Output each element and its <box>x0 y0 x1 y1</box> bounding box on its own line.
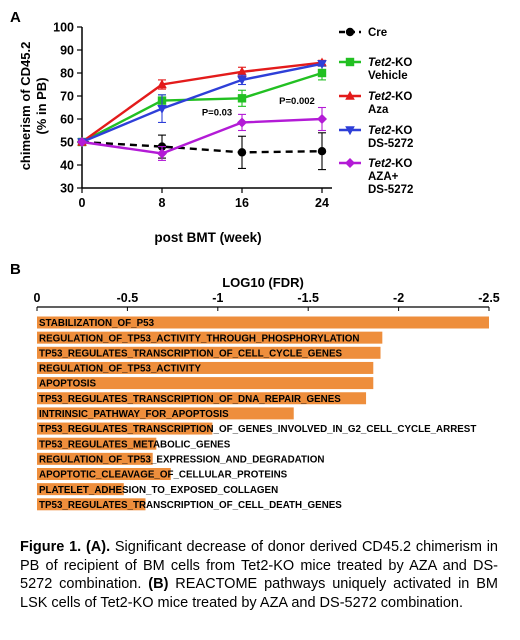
series-group <box>77 106 327 161</box>
bar-label: REGULATION_OF_TP53_EXPRESSION_AND_DEGRAD… <box>39 454 324 465</box>
y-tick-label: 50 <box>60 136 74 150</box>
data-point <box>237 66 247 76</box>
bar-label: PLATELET_ADHESION_TO_EXPOSED_COLLAGEN <box>39 485 278 496</box>
bar-label: TP53_REGULATES_TRANSCRIPTION_OF_CELL_CYC… <box>39 348 342 359</box>
bar <box>37 361 374 374</box>
panel-a-line-chart: A 30 40 50 60 70 80 90 100 0 8 16 24 post BMT (week)… <box>10 9 413 245</box>
legend-label: Vehicle <box>368 70 408 82</box>
legend-label: Aza <box>368 104 389 116</box>
bar <box>37 316 489 329</box>
data-point <box>237 117 247 128</box>
x-tick-label: 8 <box>159 196 166 210</box>
data-point <box>157 148 167 159</box>
x-tick-label: 24 <box>315 196 329 210</box>
x-tick-label: 16 <box>235 196 249 210</box>
x-tick-label: -1 <box>212 291 223 305</box>
series-line <box>81 61 323 143</box>
bar-label: TP53_REGULATES_TRANSCRIPTION_OF_CELL_DEA… <box>39 500 342 511</box>
data-point <box>157 104 167 114</box>
y-tick-label: 60 <box>60 113 74 127</box>
bar <box>37 452 153 465</box>
data-point <box>317 60 327 69</box>
bar-label: APOPTOTIC_CLEAVAGE_OF_CELLULAR_PROTEINS <box>39 470 288 481</box>
series-line <box>81 140 323 154</box>
figure-caption: Figure 1. (A). Significant decrease of d… <box>20 538 498 612</box>
bar-label: TP53_REGULATES_METABOLIC_GENES <box>39 439 231 450</box>
legend-marker <box>345 57 355 67</box>
y-axis-title-line1: chimerism of CD45.2 <box>18 42 33 171</box>
caption-panel-a-ref: (A). <box>85 539 111 555</box>
y-axis-title-line2: (% in PB) <box>34 77 49 134</box>
legend-label: Cre <box>368 27 387 39</box>
caption-figure-label: Figure 1. <box>20 539 82 555</box>
legend-marker <box>345 126 355 136</box>
panel-a-label: A <box>10 9 21 26</box>
y-tick-label: 100 <box>53 21 74 35</box>
data-point <box>317 68 327 78</box>
bar-label: APOPTOSIS <box>39 379 96 390</box>
x-tick-label: -1.5 <box>297 291 319 305</box>
x-tick-label: -0.5 <box>117 291 139 305</box>
legend-label: DS-5272 <box>368 184 413 196</box>
series-line <box>81 62 323 144</box>
y-tick-label: 70 <box>60 90 74 104</box>
legend-label: Tet2-KO <box>368 158 412 170</box>
bar-label: REGULATION_OF_TP53_ACTIVITY_THROUGH_PHOS… <box>39 333 359 344</box>
x-axis-title: post BMT (week) <box>154 230 261 245</box>
bar-label: TP53_REGULATES_TRANSCRIPTION_OF_GENES_IN… <box>39 424 476 435</box>
legend-marker <box>345 90 355 100</box>
data-point <box>317 114 327 124</box>
data-point <box>157 79 167 89</box>
bar-label: REGULATION_OF_TP53_ACTIVITY <box>39 364 202 375</box>
y-tick-label: 30 <box>60 182 74 196</box>
caption-text-b: REACTOME pathways uniquely activated in … <box>20 576 498 611</box>
bar <box>37 422 213 435</box>
bar-label: TP53_REGULATES_TRANSCRIPTION_OF_DNA_REPA… <box>39 394 341 405</box>
p-value-annotation: P=0.03 <box>202 108 232 119</box>
legend-label: DS-5272 <box>368 138 413 150</box>
panel-b-title: LOG10 (FDR) <box>222 275 304 290</box>
series-line <box>81 117 323 155</box>
series-line <box>81 71 323 144</box>
bar <box>37 468 171 480</box>
caption-panel-b-ref: (B) <box>148 576 169 592</box>
bar <box>37 407 294 420</box>
bar <box>37 483 124 496</box>
panel-b-bar-chart: B LOG10 (FDR) 0 -0.5 -1 -1.5 -2 -2.5 STABILIZ… <box>10 262 500 511</box>
legend-marker <box>345 158 355 168</box>
y-tick-label: 90 <box>60 44 74 58</box>
legend-entry: Cre <box>339 27 387 39</box>
data-point <box>317 147 327 156</box>
x-tick-label: -2.5 <box>478 291 500 305</box>
legend-label: Tet2-KO <box>368 125 412 137</box>
bar <box>37 437 157 450</box>
caption-text-a: Significant decrease of donor derived CD… <box>20 539 498 592</box>
y-tick-label: 80 <box>60 67 74 81</box>
panel-b-label: B <box>10 262 21 278</box>
x-tick-label: 0 <box>34 291 41 305</box>
y-tick-label: 40 <box>60 159 74 173</box>
legend-marker <box>345 27 355 37</box>
data-point <box>237 76 247 86</box>
p-value-annotation: P=0.002 <box>279 96 315 107</box>
x-tick-label: -2 <box>393 291 404 305</box>
data-point <box>237 148 247 157</box>
bar <box>37 377 374 390</box>
data-point <box>77 137 87 147</box>
bar <box>37 498 146 511</box>
legend-label: Tet2-KO <box>368 91 412 103</box>
legend-label: Tet2-KO <box>368 57 412 69</box>
data-point <box>237 94 247 103</box>
bar-label: INTRINSIC_PATHWAY_FOR_APOPTOSIS <box>39 409 229 420</box>
legend-label: AZA+ <box>368 171 399 183</box>
bar <box>37 346 381 359</box>
x-tick-label: 0 <box>79 196 86 210</box>
bar-label: STABILIZATION_OF_P53 <box>39 318 155 329</box>
bar <box>37 392 367 405</box>
bar <box>37 331 383 344</box>
